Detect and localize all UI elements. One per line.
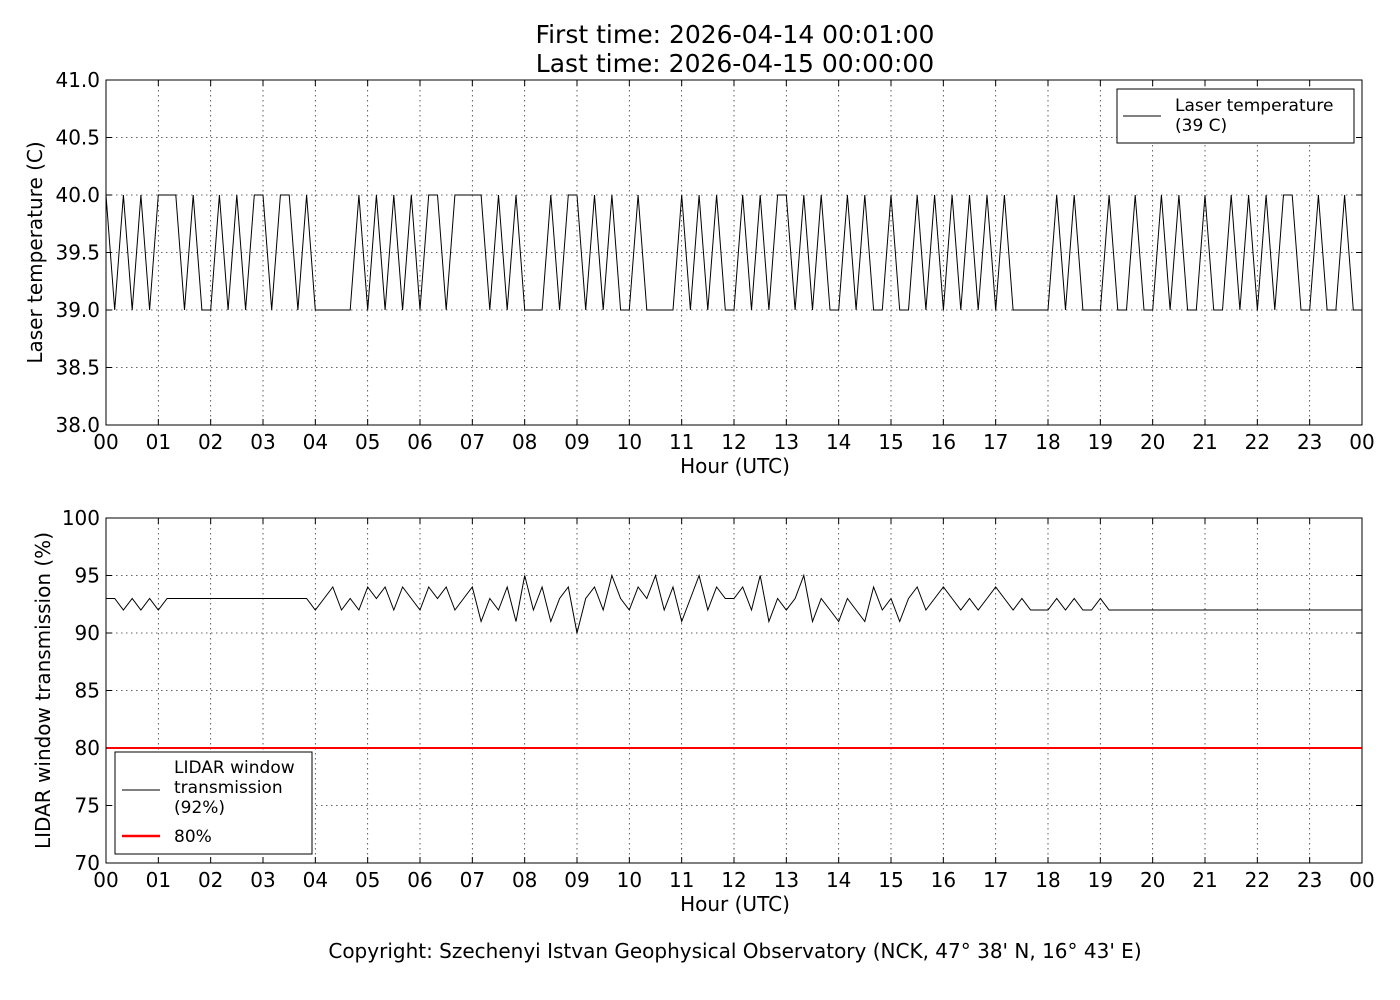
x-tick-label: 06 <box>407 430 432 454</box>
x-tick-label: 23 <box>1297 430 1322 454</box>
y-tick-label: 41.0 <box>55 68 100 92</box>
x-tick-label: 21 <box>1192 868 1217 892</box>
x-tick-label: 12 <box>721 430 746 454</box>
x-tick-label: 12 <box>721 868 746 892</box>
x-tick-label: 08 <box>512 430 537 454</box>
x-tick-label: 04 <box>303 868 328 892</box>
y-tick-label: 39.5 <box>55 241 100 265</box>
x-tick-label: 07 <box>460 868 485 892</box>
y-tick-label: 95 <box>75 564 100 588</box>
x-tick-label: 17 <box>983 430 1008 454</box>
laser-temperature-chart: 00 01 02 03 04 05 06 07 08 09 10 11 12 13 14 15 16 17 18 19… <box>23 68 1375 478</box>
x-tick-label: 14 <box>826 868 851 892</box>
legend-label-80: 80% <box>174 827 212 847</box>
legend-label-lidar: LIDAR window <box>174 758 295 778</box>
x-tick-label: 10 <box>617 430 642 454</box>
legend: Laser temperature(39 C) <box>1116 88 1355 144</box>
x-tick-label: 17 <box>983 868 1008 892</box>
y-tick-label: 38.5 <box>55 356 100 380</box>
x-tick-label: 11 <box>669 868 694 892</box>
x-tick-label: 01 <box>146 868 171 892</box>
x-tick-label: 00 <box>93 430 118 454</box>
x-tick-label: 14 <box>826 430 851 454</box>
x-tick-label: 02 <box>198 430 223 454</box>
x-tick-label: 03 <box>250 430 275 454</box>
x-tick-label: 06 <box>407 868 432 892</box>
y-tick-label: 40.5 <box>55 126 100 150</box>
legend-label-laser: (39 C) <box>1175 116 1227 136</box>
series-line-0 <box>106 573 1362 634</box>
series-line-0 <box>105 194 1362 311</box>
y-tick-label: 85 <box>75 679 100 703</box>
x-tick-label: 08 <box>512 868 537 892</box>
y-tick-label: 80 <box>75 736 100 760</box>
x-tick-label: 02 <box>198 868 223 892</box>
x-tick-label: 15 <box>878 430 903 454</box>
y-tick-label: 38.0 <box>55 413 100 437</box>
x-tick-label: 16 <box>931 868 956 892</box>
x-tick-label: 18 <box>1035 868 1060 892</box>
x-tick-label: 07 <box>460 430 485 454</box>
x-tick-label: 16 <box>931 430 956 454</box>
x-tick-label: 21 <box>1192 430 1217 454</box>
x-tick-label: 00 <box>93 868 118 892</box>
x-tick-label: 00 <box>1349 868 1374 892</box>
copyright-footer: Copyright: Szechenyi Istvan Geophysical … <box>328 939 1141 963</box>
x-tick-label: 03 <box>250 868 275 892</box>
x-tick-label: 22 <box>1245 868 1270 892</box>
x-tick-label: 01 <box>146 430 171 454</box>
x-tick-label: 15 <box>878 868 903 892</box>
legend-label-laser: Laser temperature <box>1175 96 1333 116</box>
x-tick-label: 10 <box>617 868 642 892</box>
y-tick-label: 100 <box>62 506 100 530</box>
axes-frame <box>105 517 1363 864</box>
x-tick-label: 05 <box>355 430 380 454</box>
x-tick-label: 13 <box>774 430 799 454</box>
legend-label-lidar: transmission <box>174 778 283 798</box>
x-tick-label: 18 <box>1035 430 1060 454</box>
title-line-2: Last time: 2026-04-15 00:00:00 <box>536 49 934 78</box>
x-axis-label: Hour (UTC) <box>680 892 790 916</box>
y-tick-label: 75 <box>75 794 100 818</box>
x-tick-label: 09 <box>564 430 589 454</box>
y-tick-label: 90 <box>75 621 100 645</box>
x-tick-label: 00 <box>1349 430 1374 454</box>
x-tick-label: 04 <box>303 430 328 454</box>
x-tick-label: 20 <box>1140 430 1165 454</box>
x-tick-label: 23 <box>1297 868 1322 892</box>
axes-frame <box>105 79 1363 426</box>
y-tick-label: 39.0 <box>55 298 100 322</box>
title-line-1: First time: 2026-04-14 00:01:00 <box>536 20 935 49</box>
x-axis-label: Hour (UTC) <box>680 454 790 478</box>
x-tick-label: 19 <box>1088 868 1113 892</box>
y-axis-label: Laser temperature (C) <box>23 141 47 363</box>
y-tick-label: 70 <box>75 851 100 875</box>
x-tick-label: 13 <box>774 868 799 892</box>
x-tick-label: 19 <box>1088 430 1113 454</box>
x-tick-label: 22 <box>1245 430 1270 454</box>
x-tick-label: 11 <box>669 430 694 454</box>
legend-label-lidar: (92%) <box>174 798 225 818</box>
x-tick-label: 20 <box>1140 868 1165 892</box>
y-tick-label: 40.0 <box>55 183 100 207</box>
x-tick-label: 09 <box>564 868 589 892</box>
lidar-transmission-chart: 00 01 02 03 04 05 06 07 08 09 10 11 12 13 14 15 16 17 18 19… <box>31 506 1375 916</box>
x-tick-label: 05 <box>355 868 380 892</box>
y-axis-label: LIDAR window transmission (%) <box>31 532 55 849</box>
